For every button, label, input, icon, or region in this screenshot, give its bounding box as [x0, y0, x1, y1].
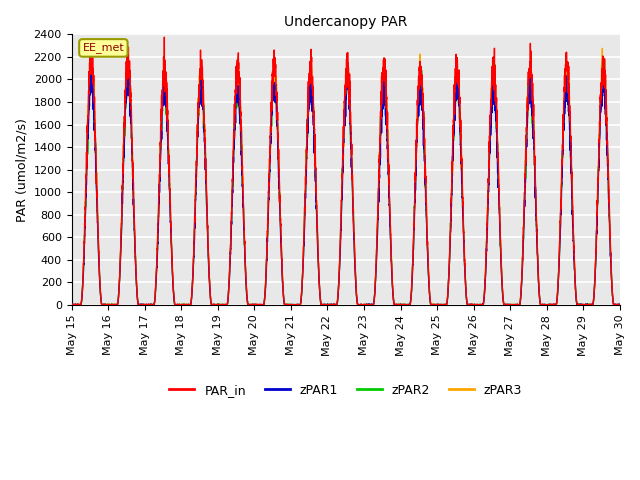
Text: EE_met: EE_met: [83, 42, 124, 53]
Y-axis label: PAR (umol/m2/s): PAR (umol/m2/s): [15, 118, 28, 222]
Legend: PAR_in, zPAR1, zPAR2, zPAR3: PAR_in, zPAR1, zPAR2, zPAR3: [164, 379, 527, 402]
Title: Undercanopy PAR: Undercanopy PAR: [284, 15, 408, 29]
